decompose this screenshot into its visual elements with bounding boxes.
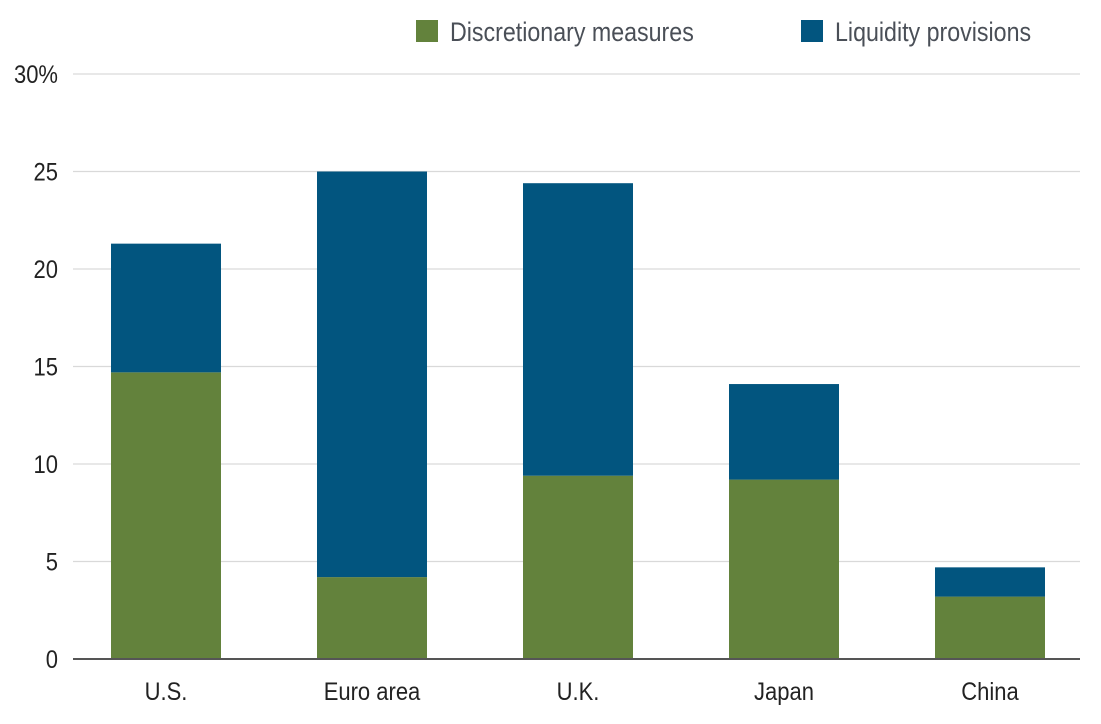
legend: Discretionary measures Liquidity provisio… [416,17,1031,47]
y-tick-label: 25 [34,158,58,186]
x-tick-label: U.S. [145,678,188,706]
bar-liquidity [729,384,839,480]
bar-discretionary [317,577,427,659]
y-tick-label: 10 [34,451,58,479]
y-axis-ticks: 0 5 10 15 20 25 30% [14,61,58,674]
y-tick-label: 15 [34,353,58,381]
bars [111,171,1045,659]
y-tick-label: 5 [46,548,58,576]
legend-label: Liquidity provisions [835,17,1031,47]
bar-liquidity [935,567,1045,597]
bar-discretionary [935,596,1045,659]
bar-discretionary [111,372,221,659]
bar-liquidity [523,183,633,476]
x-axis-ticks: U.S. Euro area U.K. Japan China [145,678,1020,706]
legend-swatch [801,20,823,42]
legend-swatch [416,20,438,42]
x-tick-label: Japan [754,678,814,706]
y-tick-label: 0 [46,646,58,674]
y-tick-label: 30% [14,61,58,89]
legend-label: Discretionary measures [450,17,694,47]
x-tick-label: Euro area [324,678,421,706]
x-tick-label: U.K. [557,678,600,706]
bar-liquidity [111,243,221,373]
x-tick-label: China [961,678,1019,706]
bar-liquidity [317,171,427,578]
bar-discretionary [523,475,633,659]
bar-discretionary [729,479,839,659]
y-tick-label: 20 [34,256,58,284]
